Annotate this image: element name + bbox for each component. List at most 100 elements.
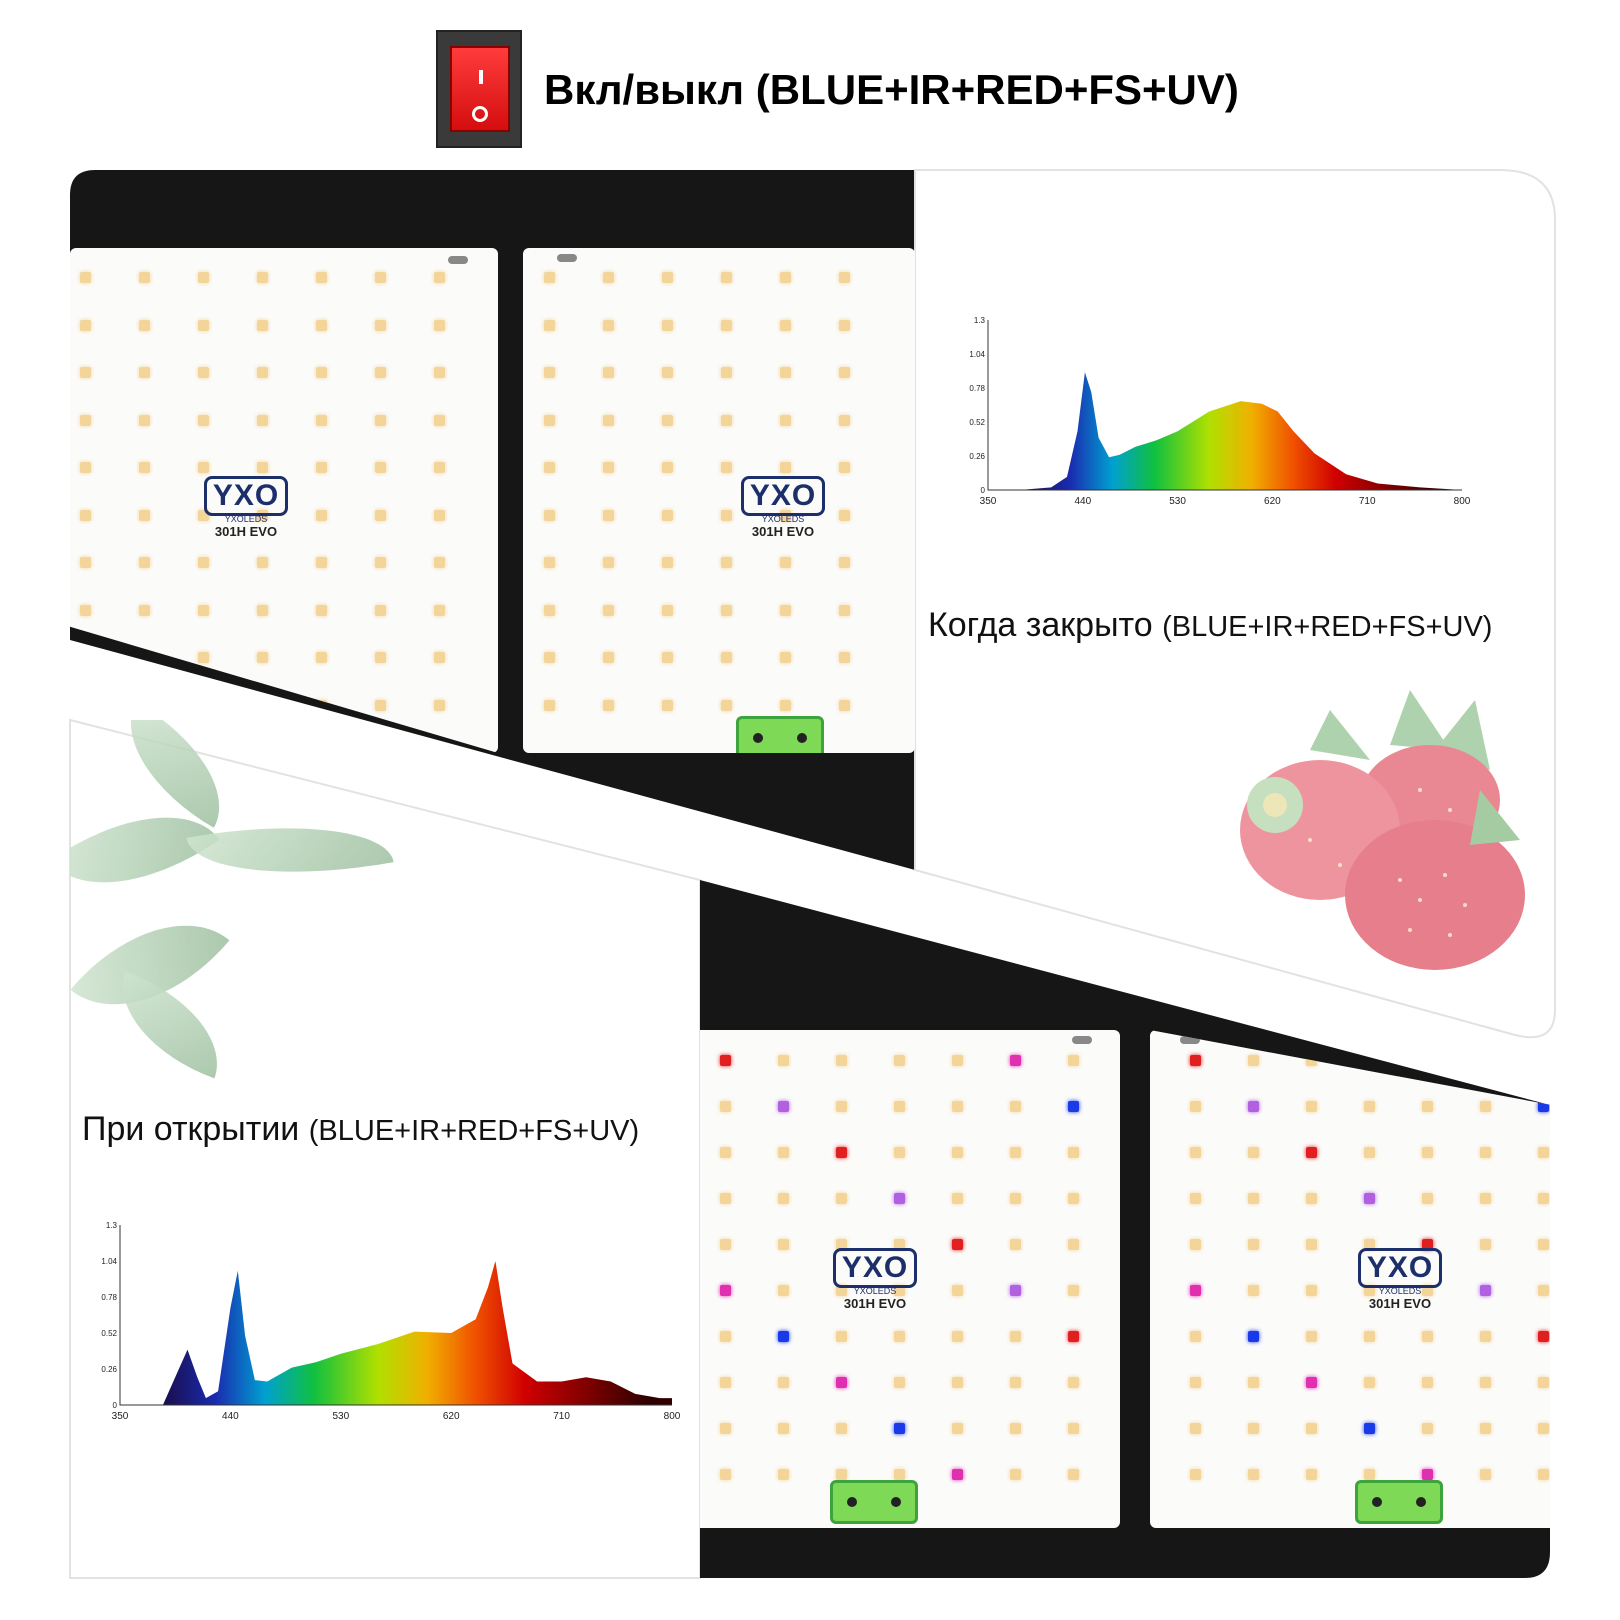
led [544, 319, 555, 331]
led [80, 509, 91, 521]
led [375, 557, 386, 568]
led [316, 319, 327, 331]
led [720, 1101, 731, 1112]
x-tick-label: 350 [112, 1411, 129, 1422]
connector-block [830, 1480, 918, 1524]
led [80, 462, 91, 473]
led [139, 557, 150, 568]
led [544, 604, 555, 616]
led [721, 604, 732, 616]
led [198, 462, 209, 473]
led [839, 319, 850, 331]
led [1422, 1239, 1433, 1250]
led [1190, 1469, 1201, 1480]
led [839, 272, 850, 283]
led [721, 652, 732, 663]
led [1306, 1147, 1317, 1158]
led [662, 604, 673, 616]
led [894, 1331, 905, 1342]
led [257, 319, 268, 331]
board-logo: YXO YXOLEDS 301H EVO [196, 476, 296, 539]
led [1538, 1377, 1549, 1388]
led [780, 272, 791, 283]
led [778, 1239, 789, 1250]
led [434, 272, 445, 283]
x-tick-label: 530 [1169, 496, 1186, 507]
chart-axes [119, 1225, 672, 1406]
led [316, 509, 327, 521]
closed-label-main: Когда закрыто [928, 606, 1163, 644]
x-tick-label: 620 [443, 1411, 460, 1422]
led [836, 1101, 847, 1112]
led [1364, 1239, 1375, 1250]
led [257, 604, 268, 616]
led [1010, 1469, 1021, 1480]
led-board-closed-right: YXO YXOLEDS 301H EVO [523, 248, 915, 753]
led [1480, 1101, 1491, 1112]
led [603, 462, 614, 473]
led [1306, 1377, 1317, 1388]
led [1422, 1469, 1433, 1480]
led [1538, 1423, 1549, 1434]
led [375, 652, 386, 663]
led [778, 1055, 789, 1066]
led [894, 1285, 905, 1296]
led [1068, 1055, 1079, 1066]
led [1538, 1331, 1549, 1342]
led [894, 1055, 905, 1066]
led [720, 1147, 731, 1158]
led [780, 604, 791, 616]
led [1190, 1285, 1201, 1296]
led [662, 367, 673, 378]
logo-brand: YXOLEDS [1378, 1286, 1422, 1296]
x-tick-label: 800 [1454, 496, 1471, 507]
led [952, 1101, 963, 1112]
led [139, 509, 150, 521]
mount-slot [557, 254, 577, 262]
led [1010, 1377, 1021, 1388]
mount-slot [1180, 1036, 1200, 1044]
led [1190, 1147, 1201, 1158]
y-tick-label: 0 [981, 486, 986, 495]
led [836, 1193, 847, 1204]
led [1480, 1239, 1491, 1250]
led [316, 557, 327, 568]
led [257, 272, 268, 283]
led [198, 272, 209, 283]
x-tick-label: 800 [664, 1411, 680, 1422]
led [1364, 1423, 1375, 1434]
y-tick-label: 0 [113, 1401, 118, 1410]
switch-on-mark [479, 70, 483, 84]
led [434, 604, 445, 616]
led [1364, 1193, 1375, 1204]
led [434, 557, 445, 568]
led [836, 1377, 847, 1388]
led [894, 1147, 905, 1158]
connector-block [1355, 1480, 1443, 1524]
led [1422, 1331, 1433, 1342]
led [952, 1239, 963, 1250]
led [778, 1423, 789, 1434]
strawberry-image [1240, 690, 1525, 970]
led [1422, 1147, 1433, 1158]
led [316, 604, 327, 616]
led [434, 652, 445, 663]
x-tick-label: 710 [1359, 496, 1376, 507]
x-tick-label: 440 [222, 1411, 239, 1422]
led [198, 367, 209, 378]
led [839, 367, 850, 378]
mount-slot [448, 256, 468, 264]
led [721, 272, 732, 283]
led [721, 319, 732, 331]
led [894, 1101, 905, 1112]
led [603, 652, 614, 663]
led [1248, 1331, 1259, 1342]
led [839, 557, 850, 568]
led [1190, 1101, 1201, 1112]
mount-slot [1072, 1036, 1092, 1044]
closed-label: Когда закрыто (BLUE+IR+RED+FS+UV) [928, 606, 1492, 645]
led [1248, 1377, 1259, 1388]
led [1480, 1423, 1491, 1434]
led [257, 367, 268, 378]
led [662, 319, 673, 331]
